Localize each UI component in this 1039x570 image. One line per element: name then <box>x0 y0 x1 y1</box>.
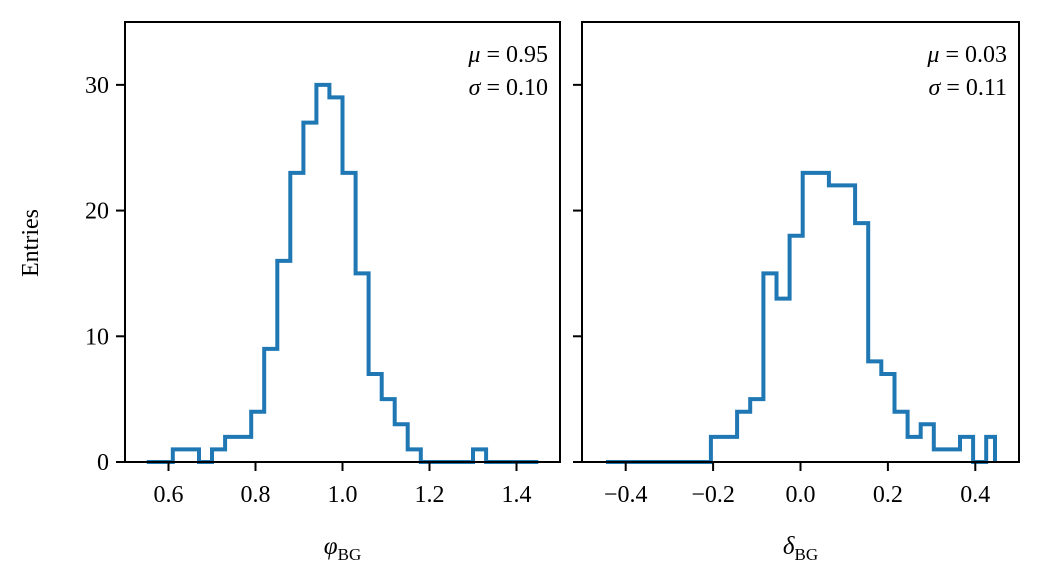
sigma-value: 0.11 <box>966 75 1007 101</box>
mu-symbol: μ <box>467 42 480 68</box>
x-label-symbol: φ <box>324 533 338 560</box>
x-label-subscript: BG <box>795 545 819 564</box>
mu-value: 0.03 <box>965 42 1007 68</box>
delta-bg-mean-annotation: μ = 0.03 <box>926 42 1007 68</box>
y-tick-label: 20 <box>85 199 109 225</box>
equals-sign: = <box>940 75 966 101</box>
y-tick-label: 0 <box>97 450 109 476</box>
x-tick-label: 0.4 <box>960 482 990 508</box>
equals-sign: = <box>480 75 506 101</box>
phi-bg-sigma-annotation: σ = 0.10 <box>469 75 548 101</box>
phi-bg-x-ticks: 0.6 0.8 1.0 1.2 1.4 <box>154 462 532 508</box>
y-tick-label: 30 <box>85 73 109 99</box>
x-tick-label: 0.0 <box>786 482 816 508</box>
equals-sign: = <box>939 42 965 68</box>
x-tick-label: 0.6 <box>154 482 184 508</box>
delta-bg-histogram-line <box>606 170 997 464</box>
phi-bg-histogram-line <box>146 82 539 464</box>
x-label-subscript: BG <box>338 545 362 564</box>
y-axis-label: Entries <box>18 209 44 277</box>
sigma-value: 0.10 <box>506 75 548 101</box>
phi-bg-x-axis-label: φBG <box>324 533 361 564</box>
x-label-symbol: δ <box>783 533 795 560</box>
mu-symbol: μ <box>926 42 939 68</box>
delta-bg-histogram-panel: −0.4 −0.2 0.0 0.2 0.4 δBG μ = 0.03 σ = 0.11 <box>573 21 1020 564</box>
x-tick-label: 1.2 <box>415 482 445 508</box>
x-tick-label: 0.2 <box>873 482 903 508</box>
sigma-symbol: σ <box>929 75 942 101</box>
mu-value: 0.95 <box>506 42 548 68</box>
y-tick-label: 10 <box>85 324 109 350</box>
x-tick-label: 0.8 <box>241 482 271 508</box>
x-tick-label: −0.4 <box>604 482 648 508</box>
sigma-symbol: σ <box>469 75 482 101</box>
x-tick-label: 1.4 <box>502 482 532 508</box>
delta-bg-x-axis-label: δBG <box>783 533 818 564</box>
phi-bg-histogram-panel: 0.6 0.8 1.0 1.2 1.4 0 10 20 30 φBG μ = 0.95 σ =… <box>85 21 561 564</box>
delta-bg-sigma-annotation: σ = 0.11 <box>929 75 1008 101</box>
phi-bg-mean-annotation: μ = 0.95 <box>467 42 548 68</box>
delta-bg-y-ticks <box>573 83 582 463</box>
delta-bg-x-ticks: −0.4 −0.2 0.0 0.2 0.4 <box>604 462 990 508</box>
phi-bg-y-ticks: 0 10 20 30 <box>85 73 125 476</box>
x-tick-label: −0.2 <box>691 482 735 508</box>
x-tick-label: 1.0 <box>328 482 358 508</box>
equals-sign: = <box>480 42 506 68</box>
